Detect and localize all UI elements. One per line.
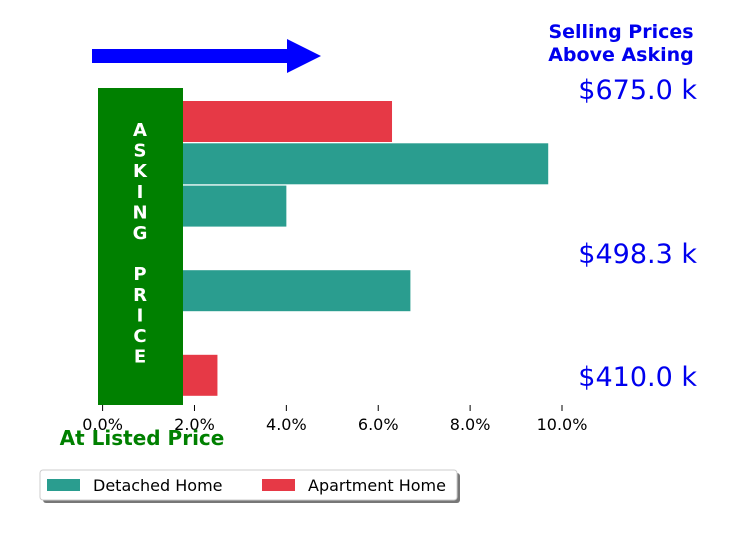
asking-letter: P: [133, 264, 146, 285]
asking-letter: S: [134, 141, 147, 162]
asking-letter: I: [137, 182, 144, 203]
direction-arrow-icon: [92, 39, 321, 73]
header-line-2: Above Asking: [548, 44, 694, 66]
asking-letter: R: [133, 285, 147, 306]
x-tick-label: 2.0%: [174, 415, 215, 434]
legend-label-detached: Detached Home: [93, 476, 223, 495]
x-tick-label: 4.0%: [266, 415, 307, 434]
price-label-middle: $498.3 k: [578, 239, 697, 270]
asking-letter: K: [133, 161, 148, 182]
asking-letter: G: [133, 223, 148, 244]
asking-letter: I: [137, 305, 144, 326]
legend-swatch-detached: [47, 479, 80, 491]
x-axis-label: At Listed Price: [60, 426, 225, 450]
asking-letter: E: [134, 347, 146, 368]
price-label-bottom: $410.0 k: [578, 362, 697, 393]
asking-price-box: [98, 88, 183, 405]
legend-swatch-apartment: [262, 479, 295, 491]
x-axis: 0.0% 2.0% 4.0% 6.0% 8.0% 10.0%: [82, 405, 587, 434]
asking-letter: A: [133, 120, 147, 141]
asking-letter: N: [132, 202, 147, 223]
asking-letter: C: [133, 326, 146, 347]
header-line-1: Selling Prices: [548, 21, 693, 43]
legend: Detached Home Apartment Home: [39, 469, 460, 503]
x-tick-label: 0.0%: [82, 415, 123, 434]
price-label-top: $675.0 k: [578, 75, 697, 106]
x-tick-label: 8.0%: [450, 415, 491, 434]
x-tick-label: 6.0%: [358, 415, 399, 434]
legend-label-apartment: Apartment Home: [308, 476, 446, 495]
x-tick-label: 10.0%: [537, 415, 588, 434]
